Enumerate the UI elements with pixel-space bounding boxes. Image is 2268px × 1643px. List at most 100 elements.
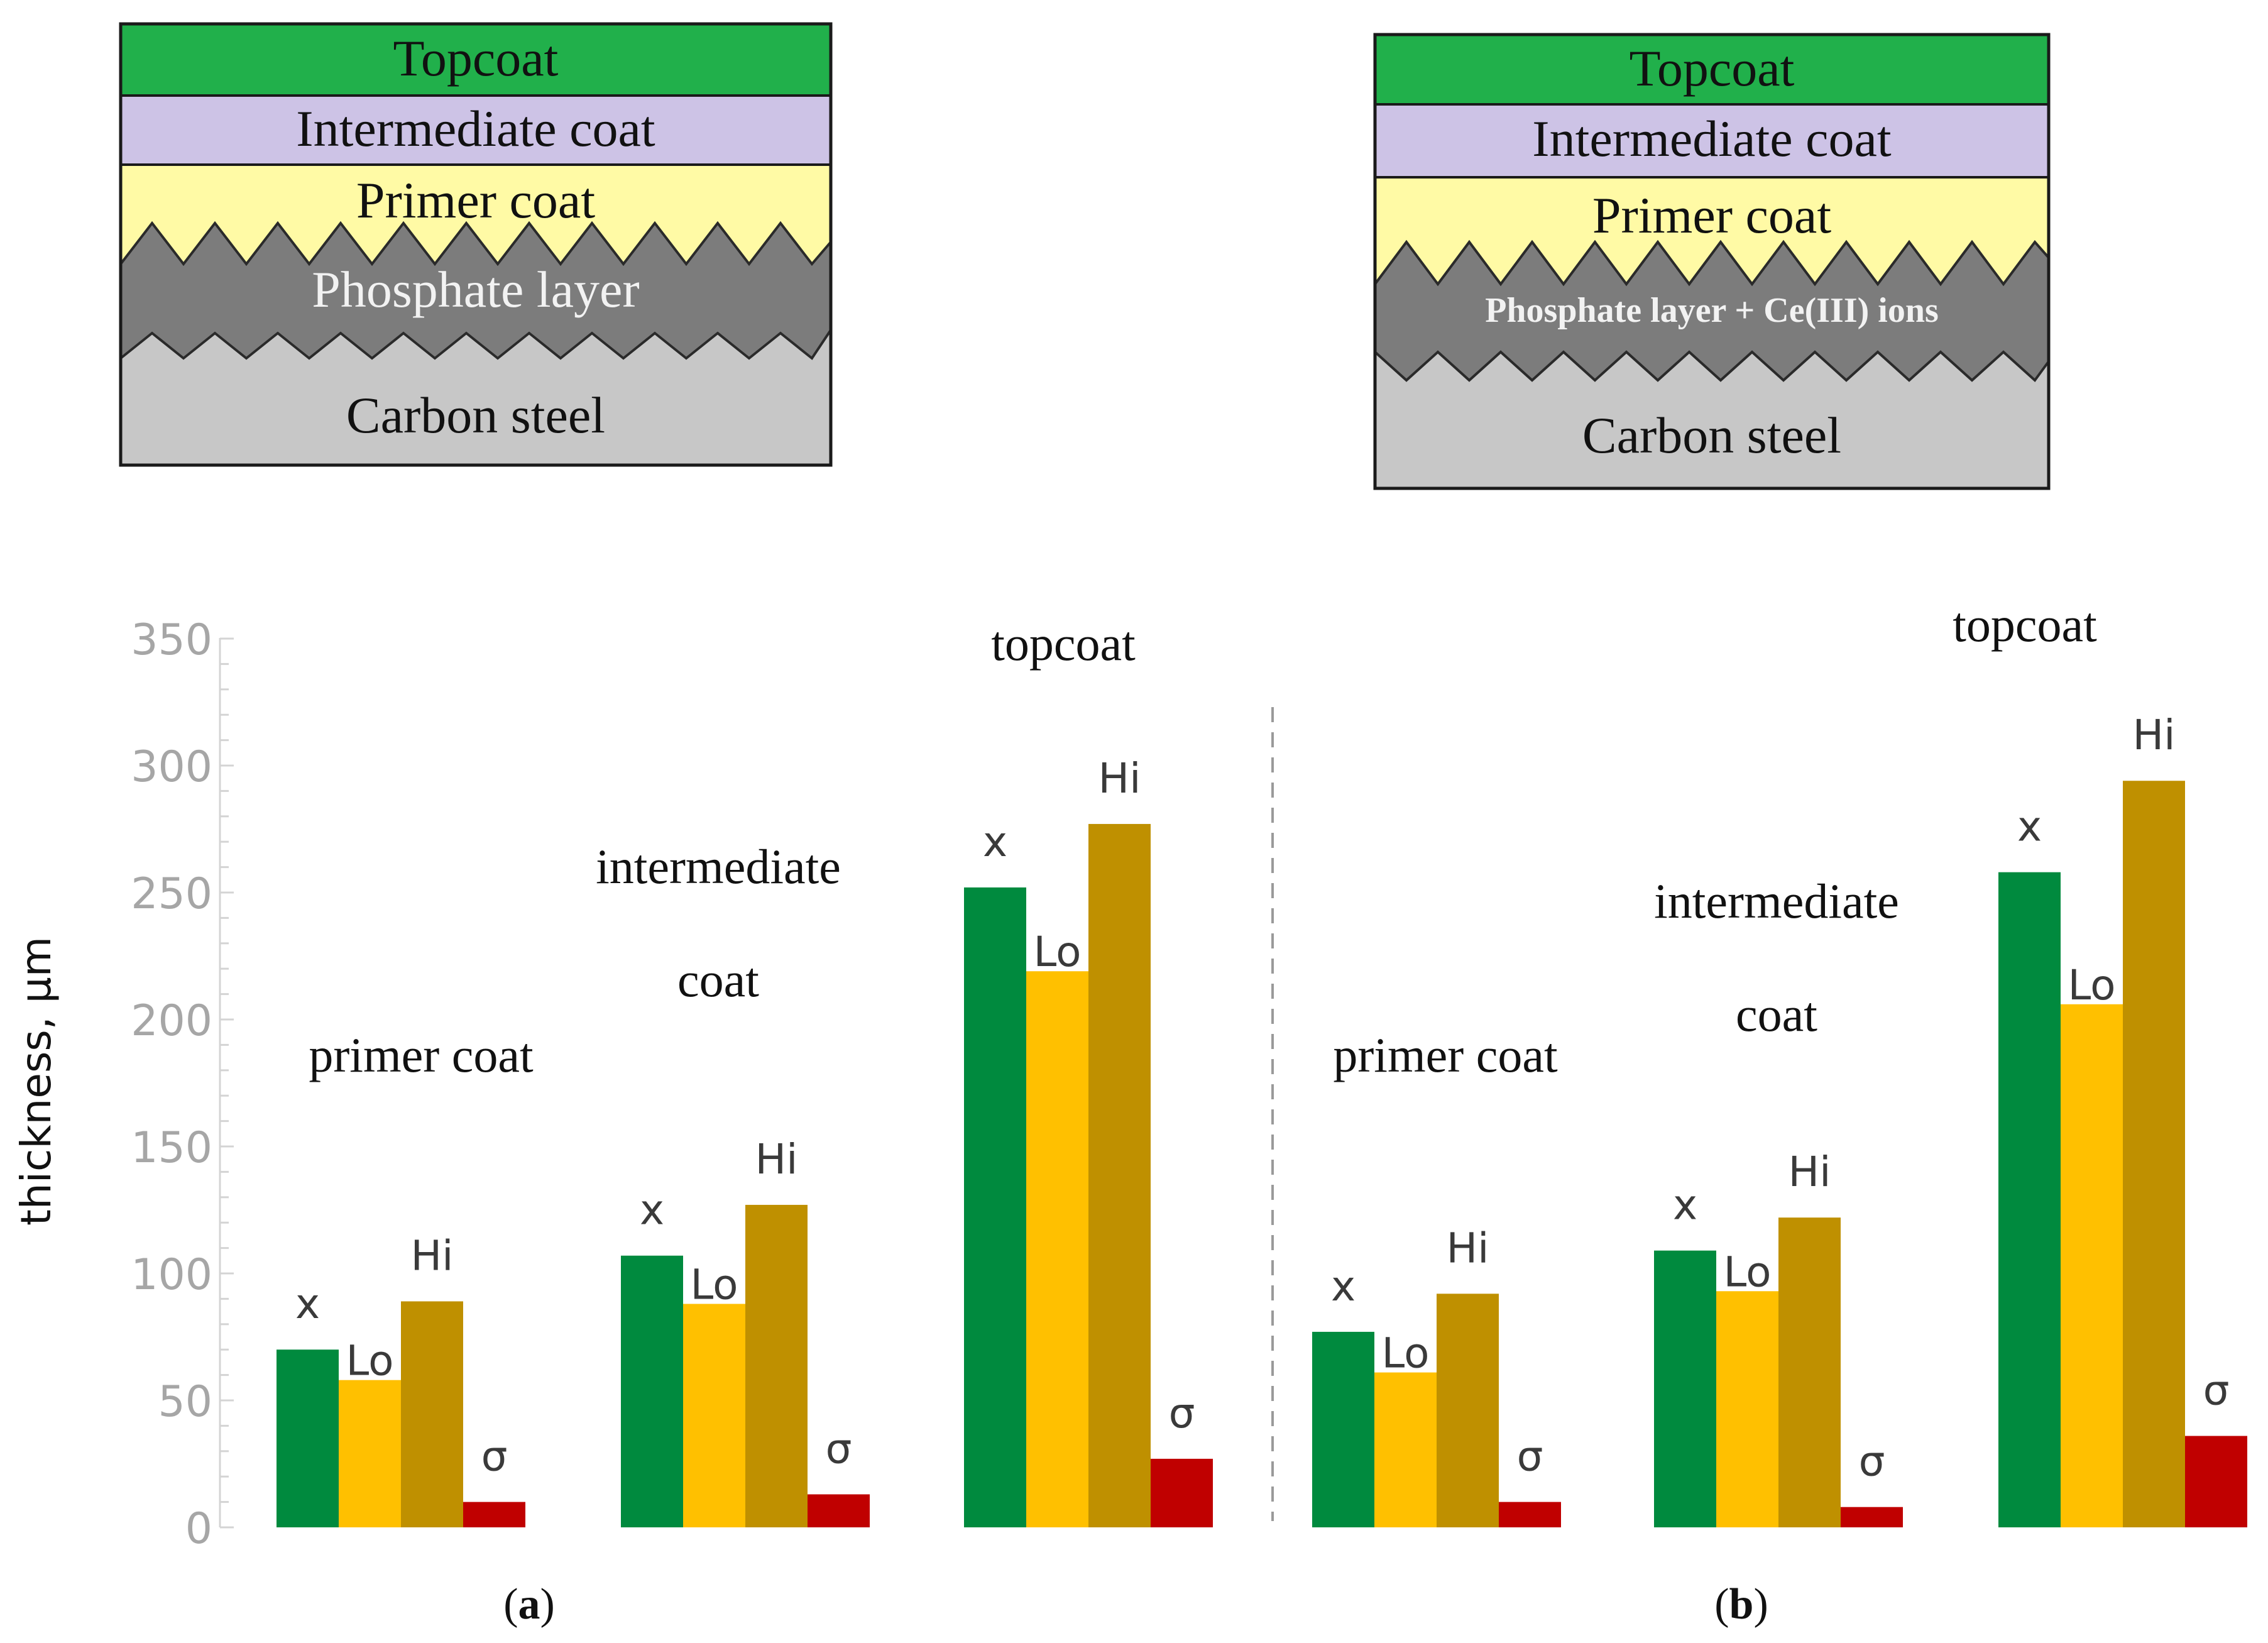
diagram-b-phosphate-label: Phosphate layer + Ce(III) ions <box>1485 291 1939 330</box>
bar-label-mean: x <box>1673 1181 1697 1229</box>
bar-label-mean: x <box>983 818 1007 866</box>
panel-label-a: (a) <box>503 1580 555 1629</box>
bar-label-mean: x <box>640 1186 664 1234</box>
bar-sigma <box>1151 1458 1213 1527</box>
bar-label-low: Lo <box>1724 1248 1772 1296</box>
bar-mean <box>964 887 1026 1527</box>
bar-high <box>1437 1294 1499 1527</box>
bar-mean <box>1654 1250 1716 1527</box>
bar-label-low: Lo <box>1382 1329 1430 1378</box>
y-tick-label: 300 <box>131 742 212 792</box>
bar-group: x Lo Hi σ intermediate coat <box>596 839 870 1527</box>
bar-group: x Lo Hi σ topcoat <box>964 616 1213 1527</box>
diagram-a-interface-bottom <box>119 329 832 360</box>
bar-high <box>2123 781 2185 1527</box>
diagram-a-primer-label: Primer coat <box>356 172 595 229</box>
bar-label-sigma: σ <box>2203 1366 2230 1415</box>
diagram-a-phosphate-label: Phosphate layer <box>312 261 639 318</box>
bar-low <box>1026 971 1088 1527</box>
bar-chart: 0 50 100 150 200 250 300 350 thickness, μm x Lo H… <box>12 597 2247 1629</box>
bar-low <box>1374 1372 1437 1527</box>
y-tick-label: 50 <box>158 1377 212 1427</box>
group-title: coat <box>677 952 759 1007</box>
bar-mean <box>1998 872 2061 1527</box>
bar-label-sigma: σ <box>1517 1432 1543 1481</box>
bar-high <box>401 1301 463 1527</box>
diagram-a-phosphate <box>121 223 831 358</box>
diagram-b-primer <box>1375 177 2049 284</box>
group-title: intermediate <box>1654 874 1899 928</box>
diagram-a-intermediate-label: Intermediate coat <box>296 100 655 157</box>
diagram-b-topcoat-label: Topcoat <box>1630 40 1795 97</box>
diagram-a-topcoat <box>119 23 832 97</box>
bar-group: x Lo Hi σ topcoat <box>1953 597 2247 1527</box>
bar-label-sigma: σ <box>826 1424 852 1473</box>
bar-label-sigma: σ <box>481 1432 508 1481</box>
bar-mean <box>621 1255 683 1527</box>
bar-label-mean: x <box>2017 803 2042 851</box>
bar-label-low: Lo <box>1034 928 1082 976</box>
bar-low <box>2061 1004 2123 1527</box>
bar-high <box>1088 823 1151 1527</box>
diagram-a-frame <box>119 22 833 467</box>
y-tick-label: 0 <box>185 1504 212 1554</box>
group-title: topcoat <box>991 616 1136 671</box>
bar-label-high: Hi <box>1789 1148 1831 1196</box>
bar-sigma <box>808 1494 870 1527</box>
bar-label-low: Lo <box>691 1260 738 1309</box>
bar-mean <box>277 1349 339 1527</box>
group-title: primer coat <box>1333 1028 1558 1082</box>
bar-low <box>1716 1291 1778 1527</box>
bar-high <box>745 1204 808 1527</box>
bar-label-high: Hi <box>1098 754 1141 803</box>
group-title: primer coat <box>309 1028 534 1082</box>
y-tick-label: 350 <box>131 615 212 665</box>
group-title: coat <box>1736 987 1817 1041</box>
bar-label-mean: x <box>1331 1262 1356 1311</box>
bar-mean <box>1312 1331 1374 1527</box>
bar-label-high: Hi <box>2133 711 2176 759</box>
y-tick-label: 200 <box>131 996 212 1046</box>
bar-sigma <box>2185 1436 2247 1527</box>
y-tick-label: 250 <box>131 869 212 919</box>
bar-label-high: Hi <box>1447 1224 1489 1272</box>
bar-group: x Lo Hi σ primer coat <box>277 1028 534 1527</box>
diagram-a-topcoat-label: Topcoat <box>393 30 559 87</box>
bar-label-high: Hi <box>411 1231 454 1280</box>
bar-sigma <box>1499 1502 1561 1527</box>
diagram-b-primer-label: Primer coat <box>1592 187 1831 244</box>
diagram-b-steel-label: Carbon steel <box>1582 407 1841 464</box>
bar-sigma <box>1841 1507 1903 1527</box>
diagram-b-intermediate-label: Intermediate coat <box>1532 110 1892 167</box>
bar-label-sigma: σ <box>1859 1437 1885 1486</box>
diagram-b-interface-bottom <box>1374 350 2050 382</box>
group-title: intermediate <box>596 839 841 894</box>
bar-high <box>1778 1217 1841 1527</box>
bar-label-low: Lo <box>2068 961 2116 1009</box>
bar-sigma <box>463 1502 525 1527</box>
y-axis-label: thickness, μm <box>12 937 60 1226</box>
diagram-a-steel-label: Carbon steel <box>346 387 605 444</box>
bar-label-low: Lo <box>346 1337 394 1385</box>
diagram-a-interface-top <box>119 221 832 267</box>
bar-label-mean: x <box>295 1280 320 1328</box>
group-title: topcoat <box>1953 597 2097 652</box>
bar-label-high: Hi <box>755 1135 798 1184</box>
layer-diagram-b: Topcoat Intermediate coat Primer coat Ph… <box>1373 33 2051 490</box>
y-axis-ticks: 0 50 100 150 200 250 300 350 <box>131 615 234 1554</box>
diagram-b-frame <box>1373 33 2051 490</box>
diagram-b-interface-top <box>1374 239 2050 287</box>
bar-label-sigma: σ <box>1169 1389 1195 1437</box>
y-tick-label: 100 <box>131 1250 212 1300</box>
diagram-b-phosphate <box>1375 242 2049 380</box>
diagram-a-primer <box>121 165 831 264</box>
y-tick-label: 150 <box>131 1123 212 1173</box>
panel-label-b: (b) <box>1714 1580 1768 1629</box>
bar-group: x Lo Hi σ intermediate coat <box>1654 874 1903 1527</box>
bar-group: x Lo Hi σ primer coat <box>1312 1028 1561 1527</box>
bar-low <box>683 1304 745 1527</box>
layer-diagram-a: Topcoat Intermediate coat Primer coat Ph… <box>119 22 833 467</box>
bar-low <box>339 1380 401 1527</box>
